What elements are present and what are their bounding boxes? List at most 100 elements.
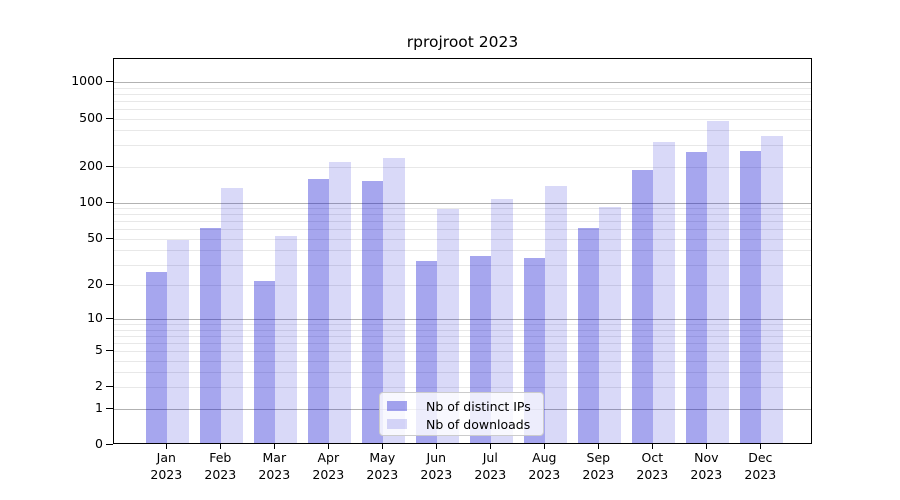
bar-downloads [167, 239, 189, 443]
y-tick-mark [106, 165, 113, 167]
y-tick-label: 2 [95, 378, 103, 394]
x-tick-mark [166, 444, 168, 449]
gridline-minor [114, 335, 811, 337]
y-tick-mark [106, 284, 113, 286]
chart-title: rprojroot 2023 [406, 33, 519, 51]
x-tick-mark [544, 444, 546, 449]
x-tick-mark [382, 444, 384, 449]
y-tick-label: 50 [87, 229, 103, 245]
x-tick-label: Dec 2023 [744, 450, 777, 482]
x-tick-mark [652, 444, 654, 449]
gridline-major [114, 319, 811, 321]
bar-distinct-ips [253, 280, 276, 443]
gridline-minor [114, 130, 811, 132]
gridline-major [114, 82, 811, 84]
y-tick-mark [106, 407, 113, 409]
x-tick-label: Mar 2023 [258, 450, 291, 482]
legend-swatch-distinct-ips [387, 401, 407, 411]
y-tick-mark [106, 81, 113, 83]
gridline-minor [114, 145, 811, 147]
gridline-minor [114, 360, 811, 362]
y-tick-mark [106, 349, 113, 351]
y-tick-label: 20 [87, 276, 103, 292]
y-tick-label: 200 [79, 157, 103, 173]
y-tick-label: 100 [79, 193, 103, 209]
x-tick-label: Nov 2023 [690, 450, 723, 482]
y-tick-label: 0 [95, 436, 103, 451]
x-tick-label: Oct 2023 [636, 450, 669, 482]
gridline-minor [114, 250, 811, 251]
gridline-minor [114, 166, 811, 168]
gridline-minor [114, 285, 811, 287]
y-tick-label: 1000 [71, 73, 103, 89]
bar-downloads [761, 135, 783, 443]
gridline-minor [114, 118, 811, 120]
x-tick-mark [274, 444, 276, 449]
bar-downloads [491, 199, 513, 443]
x-tick-label: Jul 2023 [474, 450, 507, 482]
gridline-minor [114, 329, 811, 331]
bar-downloads [329, 162, 351, 443]
gridline-minor [114, 350, 811, 352]
x-tick-mark [328, 444, 330, 449]
gridline-minor [114, 87, 811, 89]
x-tick-label: Feb 2023 [204, 450, 237, 482]
gridline-minor [114, 109, 811, 110]
gridline-minor [114, 264, 811, 266]
gridline-minor [114, 221, 811, 223]
bar-distinct-ips [307, 179, 330, 443]
gridline-minor [114, 372, 811, 374]
legend-swatch-downloads [387, 419, 407, 429]
y-tick-mark [106, 201, 113, 203]
gridline-minor [114, 100, 811, 102]
x-tick-mark [598, 444, 600, 449]
legend-item-downloads: Nb of downloads [387, 416, 543, 432]
bar-distinct-ips [577, 228, 600, 443]
legend: Nb of distinct IPs Nb of downloads [379, 392, 544, 436]
bar-downloads [599, 206, 621, 443]
y-tick-mark [106, 117, 113, 119]
bar-distinct-ips [199, 228, 222, 443]
bar-downloads [437, 208, 459, 443]
plot-area [113, 58, 812, 444]
gridline-minor [114, 208, 811, 210]
gridline-minor [114, 342, 811, 344]
x-tick-label: Jun 2023 [420, 450, 453, 482]
gridline-minor [114, 229, 811, 231]
x-tick-label: Sep 2023 [582, 450, 615, 482]
bar-downloads [707, 120, 729, 443]
y-tick-label: 5 [95, 341, 103, 357]
bar-distinct-ips [685, 152, 708, 443]
x-tick-mark [436, 444, 438, 449]
y-tick-label: 1 [95, 399, 103, 415]
bar-distinct-ips [631, 170, 654, 443]
bar-distinct-ips [145, 271, 168, 443]
bar-distinct-ips [739, 151, 762, 443]
bar-distinct-ips [361, 181, 384, 443]
gridline-minor [114, 214, 811, 216]
legend-label-downloads: Nb of downloads [426, 416, 531, 432]
legend-label-distinct-ips: Nb of distinct IPs [426, 398, 531, 414]
y-tick-mark [106, 386, 113, 388]
y-tick-mark [106, 318, 113, 320]
legend-item-distinct-ips: Nb of distinct IPs [387, 398, 543, 414]
gridline-major [114, 202, 811, 204]
x-tick-label: May 2023 [366, 450, 399, 482]
bar-downloads [653, 141, 675, 443]
bar-downloads [275, 235, 297, 443]
gridline-minor [114, 387, 811, 389]
y-tick-label: 500 [79, 109, 103, 125]
y-tick-label: 10 [87, 310, 103, 326]
bar-downloads [383, 158, 405, 443]
x-tick-mark [490, 444, 492, 449]
y-tick-mark [106, 237, 113, 239]
bar-downloads [545, 185, 567, 443]
x-tick-mark [220, 444, 222, 449]
gridline-minor [114, 93, 811, 95]
x-tick-mark [706, 444, 708, 449]
x-tick-mark [760, 444, 762, 449]
gridline-minor [114, 324, 811, 326]
bar-downloads [221, 188, 243, 443]
y-tick-mark [106, 444, 113, 445]
x-tick-label: Aug 2023 [528, 450, 561, 482]
